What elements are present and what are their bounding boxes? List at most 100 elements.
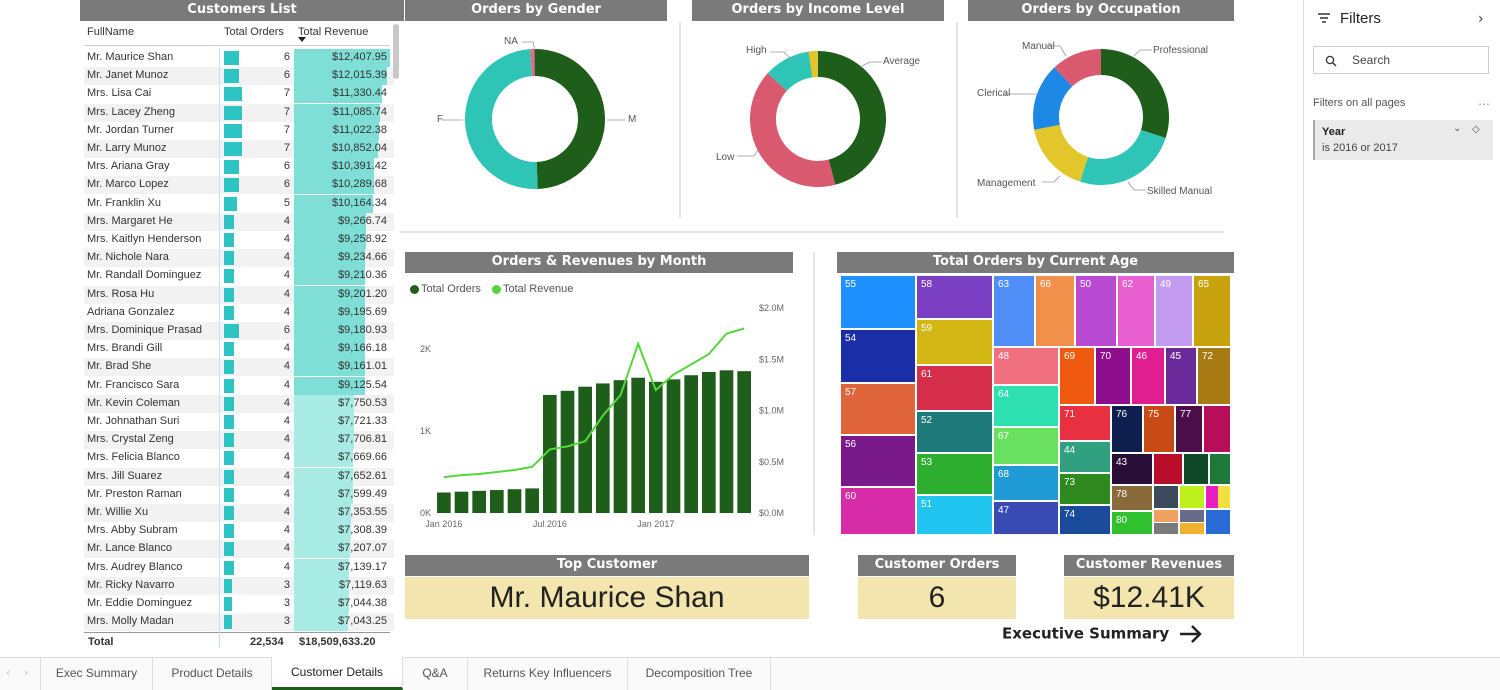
treemap-tile[interactable]: 48: [994, 348, 1058, 384]
treemap-tile[interactable]: 46: [1132, 348, 1164, 404]
year-filter-card[interactable]: Year is 2016 or 2017 ⌄ ◇: [1313, 120, 1493, 160]
treemap-tile[interactable]: 58: [917, 276, 992, 318]
treemap-tile[interactable]: 78: [1112, 486, 1152, 510]
orders-bar[interactable]: [649, 381, 663, 513]
table-row[interactable]: Mrs. Felicia Blanco 4 $7,669.66: [84, 449, 394, 468]
orders-bar[interactable]: [684, 375, 698, 513]
table-row[interactable]: Mrs. Molly Madan 3 $7,043.25: [84, 613, 394, 632]
treemap-tile[interactable]: 51: [917, 496, 992, 534]
treemap-tile[interactable]: 73: [1060, 474, 1110, 504]
treemap-tile[interactable]: 75: [1144, 406, 1174, 452]
occupation-slice-management[interactable]: [1034, 124, 1089, 182]
table-row[interactable]: Mr. Francisco Sara 4 $9,125.54: [84, 376, 394, 395]
tab-returns-key-influencers[interactable]: Returns Key Influencers: [468, 657, 628, 690]
table-row[interactable]: Mrs. Dominique Prasad 6 $9,180.93: [84, 322, 394, 340]
treemap-tile[interactable]: 77: [1176, 406, 1202, 452]
table-row[interactable]: Mr. Kevin Coleman 4 $7,750.53: [84, 394, 394, 413]
treemap-tile[interactable]: 59: [917, 320, 992, 364]
treemap-tile[interactable]: 44: [1060, 442, 1110, 472]
table-row[interactable]: Mr. Larry Munoz 7 $10,852.04: [84, 140, 394, 158]
treemap-tile[interactable]: 80: [1112, 512, 1152, 534]
orders-bar[interactable]: [490, 490, 504, 513]
gender-slice-m[interactable]: [464, 49, 538, 190]
tab-nav-prev-icon[interactable]: ‹: [6, 666, 11, 679]
gender-slice-na[interactable]: [530, 49, 535, 77]
executive-summary-link[interactable]: Executive Summary: [1002, 624, 1204, 648]
table-row[interactable]: Mr. Jordan Turner 7 $11,022.38: [84, 121, 394, 140]
col-header-fullname[interactable]: FullName: [87, 26, 135, 38]
treemap-tile[interactable]: 65: [1194, 276, 1230, 346]
treemap-tile[interactable]: [1154, 454, 1182, 484]
collapse-filters-icon[interactable]: ›: [1478, 11, 1484, 27]
table-row[interactable]: Mrs. Kaitlyn Henderson 4 $9,258.92: [84, 231, 394, 249]
treemap-tile[interactable]: 70: [1096, 348, 1130, 404]
treemap-tile[interactable]: 54: [841, 330, 915, 382]
revenue-line[interactable]: [443, 327, 745, 479]
orders-bar[interactable]: [613, 380, 628, 513]
table-row[interactable]: Mr. Johnathan Suri 4 $7,721.33: [84, 413, 394, 431]
tab-qa[interactable]: Q&A: [403, 657, 468, 690]
treemap-tile[interactable]: [1154, 510, 1178, 522]
orders-bar[interactable]: [631, 377, 645, 513]
table-row[interactable]: Mr. Preston Raman 4 $7,599.49: [84, 485, 394, 504]
treemap-tile[interactable]: [1206, 486, 1218, 508]
table-row[interactable]: Mr. Brad She 4 $9,161.01: [84, 358, 394, 377]
orders-bar[interactable]: [454, 491, 469, 513]
treemap-tile[interactable]: 69: [1060, 348, 1094, 404]
treemap-tile[interactable]: 45: [1166, 348, 1196, 404]
table-row[interactable]: Mrs. Lisa Cai 7 $11,330.44: [84, 85, 394, 104]
treemap-tile[interactable]: 43: [1112, 454, 1152, 484]
filters-search-input[interactable]: Search: [1313, 46, 1489, 74]
col-header-total-revenue[interactable]: Total Revenue: [298, 26, 369, 38]
table-row[interactable]: Mrs. Rosa Hu 4 $9,201.20: [84, 285, 394, 304]
orders-bar[interactable]: [666, 379, 681, 513]
occupation-donut[interactable]: [968, 22, 1234, 217]
treemap-tile[interactable]: [1180, 523, 1204, 534]
income-slice-high[interactable]: [767, 51, 818, 91]
treemap-tile[interactable]: 64: [994, 386, 1058, 426]
table-row[interactable]: Mrs. Crystal Zeng 4 $7,706.81: [84, 431, 394, 450]
treemap-tile[interactable]: [1184, 454, 1208, 484]
treemap-tile[interactable]: 56: [841, 436, 915, 486]
treemap-tile[interactable]: 74: [1060, 506, 1110, 534]
income-donut[interactable]: [692, 22, 944, 217]
table-row[interactable]: Mrs. Brandi Gill 4 $9,166.18: [84, 340, 394, 359]
table-row[interactable]: Mr. Franklin Xu 5 $10,164.34: [84, 194, 394, 213]
orders-bar[interactable]: [507, 489, 522, 513]
tab-nav-next-icon[interactable]: ›: [24, 666, 29, 679]
orders-bar[interactable]: [525, 488, 539, 513]
treemap-tile[interactable]: 60: [841, 488, 915, 534]
table-row[interactable]: Mr. Maurice Shan 6 $12,407.95: [84, 49, 394, 67]
table-row[interactable]: Mr. Ricky Navarro 3 $7,119.63: [84, 576, 394, 595]
treemap-tile[interactable]: 76: [1112, 406, 1142, 452]
table-row[interactable]: Mrs. Lacey Zheng 7 $11,085.74: [84, 103, 394, 122]
treemap-tile[interactable]: [1206, 510, 1230, 534]
table-row[interactable]: Mrs. Jill Suarez 4 $7,652.61: [84, 467, 394, 486]
income-slice-na[interactable]: [808, 51, 818, 78]
tab-customer-details[interactable]: Customer Details: [272, 657, 403, 690]
orders-bar[interactable]: [437, 492, 451, 514]
table-row[interactable]: Mrs. Audrey Blanco 4 $7,139.17: [84, 558, 394, 577]
treemap-tile[interactable]: 68: [994, 466, 1058, 500]
treemap-tile[interactable]: [1180, 510, 1204, 522]
treemap-tile[interactable]: 50: [1076, 276, 1116, 346]
table-row[interactable]: Mr. Willie Xu 4 $7,353.55: [84, 504, 394, 522]
orders-bar[interactable]: [472, 490, 486, 513]
orders-bar[interactable]: [543, 394, 557, 513]
occupation-slice-skilled-manual[interactable]: [1079, 129, 1166, 185]
table-row[interactable]: Mr. Janet Munoz 6 $12,015.39: [84, 67, 394, 86]
treemap-tile[interactable]: 53: [917, 454, 992, 494]
tab-decomposition-tree[interactable]: Decomposition Tree: [628, 657, 771, 690]
table-row[interactable]: Adriana Gonzalez 4 $9,195.69: [84, 303, 394, 322]
chevron-down-icon[interactable]: ⌄: [1453, 123, 1462, 134]
treemap-tile[interactable]: 71: [1060, 406, 1110, 440]
treemap-tile[interactable]: 66: [1036, 276, 1074, 346]
treemap-tile[interactable]: [1218, 486, 1230, 508]
orders-bar[interactable]: [596, 383, 610, 513]
treemap-tile[interactable]: [1210, 454, 1230, 484]
income-slice-low[interactable]: [750, 73, 836, 187]
treemap-tile[interactable]: [1154, 523, 1178, 534]
table-row[interactable]: Mrs. Abby Subram 4 $7,308.39: [84, 522, 394, 541]
orders-bar[interactable]: [702, 371, 716, 513]
treemap-tile[interactable]: 62: [1118, 276, 1154, 346]
